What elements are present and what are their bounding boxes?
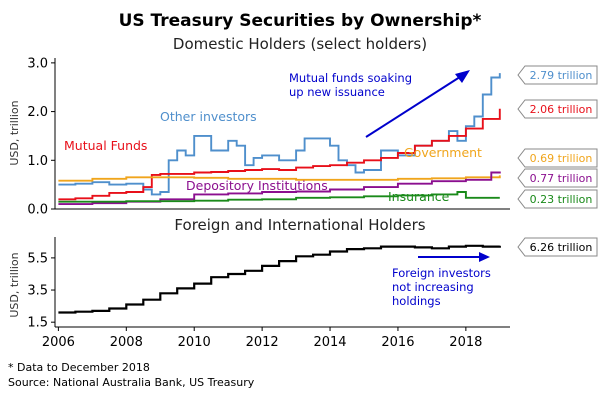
annotation-foreign-line-1: Foreign investors bbox=[392, 266, 491, 280]
annotation-foreign-line-3: holdings bbox=[392, 294, 441, 308]
end-label-box bbox=[517, 189, 598, 209]
end-value-labels: 2.79 trillion 2.06 trillion 0.69 trillion 0… bbox=[517, 65, 598, 257]
end-label-box bbox=[517, 148, 598, 168]
bottom-panel-axes bbox=[54, 237, 510, 328]
end-label-box bbox=[517, 168, 598, 188]
top-y-axis-label: USD, trillion bbox=[8, 100, 21, 165]
end-label-government: 0.69 trillion bbox=[517, 148, 598, 168]
bottom-series-group bbox=[58, 244, 501, 314]
bottom-y-tick-label: 1.5 bbox=[27, 316, 48, 331]
x-tick-label: 2016 bbox=[381, 335, 414, 350]
x-tick-label: 2018 bbox=[449, 335, 482, 350]
footer-note: * Data to December 2018 bbox=[8, 361, 150, 374]
end-label-text: 0.77 trillion bbox=[530, 172, 593, 185]
end-label-other-investors: 2.79 trillion bbox=[517, 65, 598, 85]
annotation-arrow-top-head bbox=[455, 70, 470, 83]
series-line-insurance bbox=[58, 191, 500, 203]
end-label-text: 0.69 trillion bbox=[530, 152, 593, 165]
end-label-box bbox=[517, 65, 598, 85]
bottom-y-tick-label: 3.5 bbox=[27, 284, 48, 299]
annotation-foreign-line-2: not increasing bbox=[392, 280, 474, 294]
x-tick-label: 2014 bbox=[313, 335, 346, 350]
end-label-foreign: 6.26 trillion bbox=[517, 237, 598, 257]
end-label-text: 2.06 trillion bbox=[530, 103, 593, 116]
top-series-group bbox=[58, 73, 501, 206]
end-label-box bbox=[517, 99, 598, 119]
bottom-y-ticks: 1.5 3.5 5.5 bbox=[27, 251, 55, 331]
end-label-text: 0.23 trillion bbox=[530, 193, 593, 206]
series-label-depository-institutions: Depository Institutions bbox=[186, 178, 328, 193]
top-y-ticks: 0.0 1.0 2.0 3.0 bbox=[27, 56, 55, 218]
series-line-other-investors bbox=[58, 73, 501, 196]
x-tick-label: 2008 bbox=[110, 335, 143, 350]
end-label-text: 2.79 trillion bbox=[530, 69, 593, 82]
series-label-other-investors: Other investors bbox=[160, 109, 257, 124]
series-label-government: Government bbox=[404, 145, 482, 160]
top-panel-axes bbox=[54, 58, 510, 210]
bottom-x-ticks: 2006 2008 2010 2012 2014 2016 2018 bbox=[42, 327, 482, 350]
end-label-depository-institutions: 0.77 trillion bbox=[517, 168, 598, 188]
end-label-insurance: 0.23 trillion bbox=[517, 189, 598, 209]
top-y-tick-label: 2.0 bbox=[27, 105, 48, 120]
annotation-line-1: Mutual funds soaking bbox=[289, 71, 412, 85]
x-tick-label: 2006 bbox=[42, 335, 75, 350]
x-tick-label: 2010 bbox=[178, 335, 211, 350]
annotation-arrow-top-shaft bbox=[365, 74, 464, 138]
top-y-tick-label: 1.0 bbox=[27, 154, 48, 169]
annotation-line-2: up new issuance bbox=[289, 85, 385, 99]
series-line-mutual-funds bbox=[58, 108, 501, 201]
end-label-box bbox=[517, 237, 598, 257]
series-label-mutual-funds: Mutual Funds bbox=[64, 138, 147, 153]
series-label-insurance: Insurance bbox=[388, 189, 450, 204]
footer-source: Source: National Australia Bank, US Trea… bbox=[8, 376, 255, 389]
series-line-foreign bbox=[58, 244, 501, 314]
bottom-panel-title: Foreign and International Holders bbox=[174, 216, 425, 234]
series-line-government bbox=[58, 175, 501, 182]
bottom-y-tick-label: 5.5 bbox=[27, 251, 48, 266]
top-panel-title: Domestic Holders (select holders) bbox=[173, 35, 427, 53]
chart-title: US Treasury Securities by Ownership* bbox=[119, 11, 482, 31]
end-label-text: 6.26 trillion bbox=[530, 241, 593, 254]
x-tick-label: 2012 bbox=[246, 335, 279, 350]
bottom-y-axis-label: USD, trillion bbox=[8, 252, 21, 317]
annotation-arrow-bottom-head bbox=[479, 252, 490, 262]
top-y-tick-label: 0.0 bbox=[27, 203, 48, 218]
top-y-tick-label: 3.0 bbox=[27, 56, 48, 71]
end-label-mutual-funds: 2.06 trillion bbox=[517, 99, 598, 119]
